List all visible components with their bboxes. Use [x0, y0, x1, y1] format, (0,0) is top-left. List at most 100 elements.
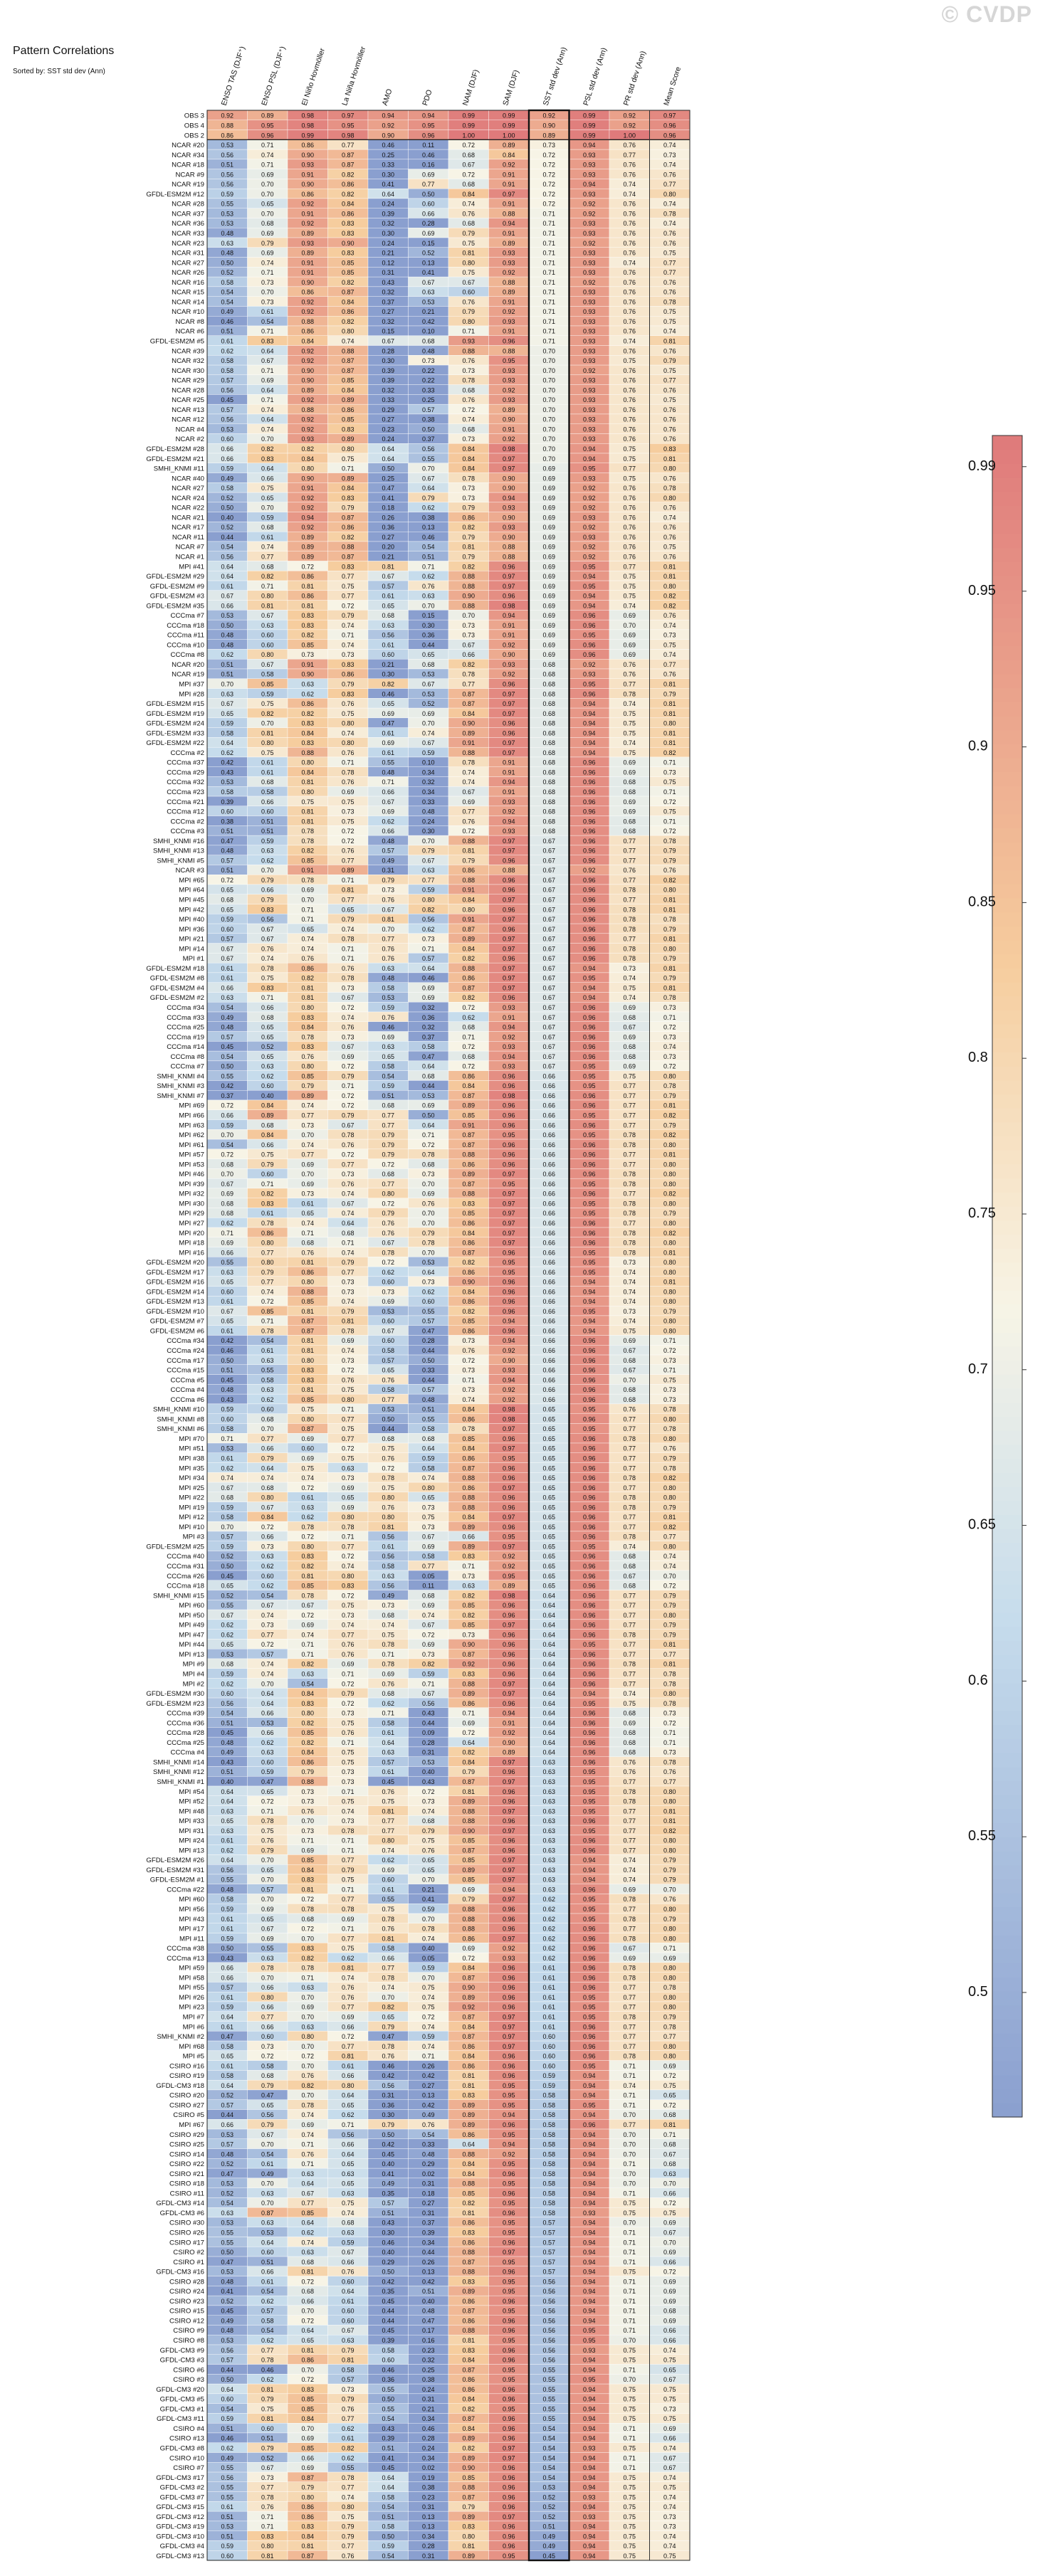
cell-value: 0.82 — [301, 710, 314, 717]
cell-value: 0.71 — [342, 877, 355, 884]
cell-value: 0.76 — [382, 2053, 394, 2060]
cell-value: 0.39 — [382, 367, 394, 374]
cell-value: 0.73 — [462, 1631, 475, 1638]
cell-value: 0.72 — [663, 1347, 676, 1354]
cell-value: 0.68 — [221, 1161, 233, 1168]
cell-value: 0.47 — [221, 838, 233, 845]
cell-value: 0.75 — [382, 1631, 394, 1638]
cell-value: 0.76 — [663, 524, 676, 531]
cell-value: 0.82 — [342, 318, 355, 325]
cell-value: 0.92 — [542, 112, 555, 120]
cell-value: 0.68 — [342, 1230, 355, 1237]
cell-value: 0.71 — [301, 906, 314, 913]
cell-value: 0.81 — [382, 916, 394, 923]
cell-value: 0.72 — [542, 191, 555, 198]
cell-value: 0.88 — [462, 573, 475, 580]
cell-value: 0.60 — [382, 1279, 394, 1286]
cell-value: 0.66 — [542, 1230, 555, 1237]
cell-value: 0.52 — [221, 495, 233, 502]
cell-value: 0.75 — [342, 1758, 355, 1765]
cell-value: 0.69 — [422, 710, 435, 717]
cell-value: 0.78 — [623, 906, 636, 913]
cell-value: 0.82 — [342, 191, 355, 198]
cell-value: 0.96 — [583, 1514, 596, 1521]
cell-value: 0.96 — [583, 1719, 596, 1726]
cell-value: 0.26 — [382, 514, 394, 521]
cell-value: 0.86 — [462, 1484, 475, 1492]
cell-value: 0.78 — [663, 210, 676, 217]
cell-value: 0.69 — [422, 230, 435, 237]
cell-value: 0.81 — [663, 1249, 676, 1256]
cell-value: 0.71 — [261, 269, 274, 276]
cell-value: 0.70 — [542, 386, 555, 394]
cell-value: 0.75 — [382, 1445, 394, 1452]
cell-value: 0.58 — [382, 1063, 394, 1070]
cell-value: 0.86 — [301, 289, 314, 296]
cell-value: 0.83 — [301, 1014, 314, 1021]
cell-value: 0.68 — [301, 1916, 314, 1923]
cell-value: 0.67 — [261, 926, 274, 933]
cell-value: 0.74 — [342, 622, 355, 629]
cell-value: 0.84 — [503, 152, 515, 159]
cell-value: 0.65 — [342, 2101, 355, 2108]
cell-value: 0.80 — [663, 1974, 676, 1981]
cell-value: 0.71 — [221, 1435, 233, 1442]
cell-value: 0.53 — [221, 1445, 233, 1452]
cell-value: 0.95 — [583, 1425, 596, 1432]
cell-value: 0.71 — [542, 298, 555, 305]
cell-value: 0.78 — [301, 877, 314, 884]
cell-value: 0.71 — [462, 1033, 475, 1040]
cell-value: 0.66 — [342, 2072, 355, 2079]
cell-value: 0.96 — [503, 2062, 515, 2069]
cell-value: 0.54 — [221, 544, 233, 551]
cell-value: 0.95 — [583, 2014, 596, 2021]
cell-value: 0.75 — [623, 593, 636, 600]
cell-value: 0.62 — [382, 818, 394, 825]
cell-value: 0.65 — [261, 201, 274, 208]
cell-value: 0.96 — [503, 1798, 515, 1805]
cell-value: 0.61 — [261, 534, 274, 541]
cell-value: 0.91 — [301, 259, 314, 266]
cell-value: 0.88 — [462, 838, 475, 845]
cell-value: 0.70 — [261, 210, 274, 217]
cell-value: 0.66 — [221, 445, 233, 453]
cell-value: 0.73 — [462, 1573, 475, 1580]
cell-value: 0.59 — [221, 2004, 233, 2011]
cell-value: 0.66 — [261, 1004, 274, 1011]
cell-value: 0.78 — [623, 1474, 636, 1482]
cell-value: 0.74 — [623, 1288, 636, 1295]
cell-value: 0.63 — [221, 240, 233, 247]
cell-value: 0.85 — [462, 1622, 475, 1629]
cell-value: 0.92 — [583, 485, 596, 492]
cell-value: 0.94 — [503, 1886, 515, 1893]
cell-value: 0.96 — [503, 1847, 515, 1854]
cell-value: 0.32 — [382, 318, 394, 325]
cell-value: 0.71 — [342, 1534, 355, 1541]
cell-value: 0.82 — [663, 593, 676, 600]
cell-value: 0.79 — [663, 926, 676, 933]
cell-value: 0.65 — [261, 1867, 274, 1874]
cell-value: 0.96 — [583, 1415, 596, 1422]
cell-value: 0.94 — [583, 749, 596, 756]
cell-value: 0.80 — [663, 1072, 676, 1080]
cell-value: 0.70 — [422, 465, 435, 473]
cell-value: 0.87 — [342, 289, 355, 296]
cell-value: 0.48 — [221, 848, 233, 855]
cell-value: 0.62 — [342, 2111, 355, 2118]
cell-value: 0.94 — [422, 112, 435, 120]
cell-value: 0.56 — [221, 1867, 233, 1874]
cell-value: 0.82 — [261, 1191, 274, 1198]
cell-value: 0.91 — [503, 759, 515, 766]
cell-value: 0.80 — [663, 1435, 676, 1442]
cell-value: 0.82 — [261, 445, 274, 453]
cell-value: 0.10 — [422, 328, 435, 335]
cell-value: 0.47 — [422, 1053, 435, 1060]
cell-value: 0.67 — [623, 1024, 636, 1031]
cell-value: 0.70 — [261, 720, 274, 727]
cell-value: 0.76 — [663, 406, 676, 413]
cell-value: 0.78 — [623, 916, 636, 923]
cell-value: 0.69 — [542, 553, 555, 560]
cell-value: 0.72 — [422, 1788, 435, 1795]
cell-value: 0.66 — [542, 1318, 555, 1325]
cell-value: 0.83 — [342, 220, 355, 227]
